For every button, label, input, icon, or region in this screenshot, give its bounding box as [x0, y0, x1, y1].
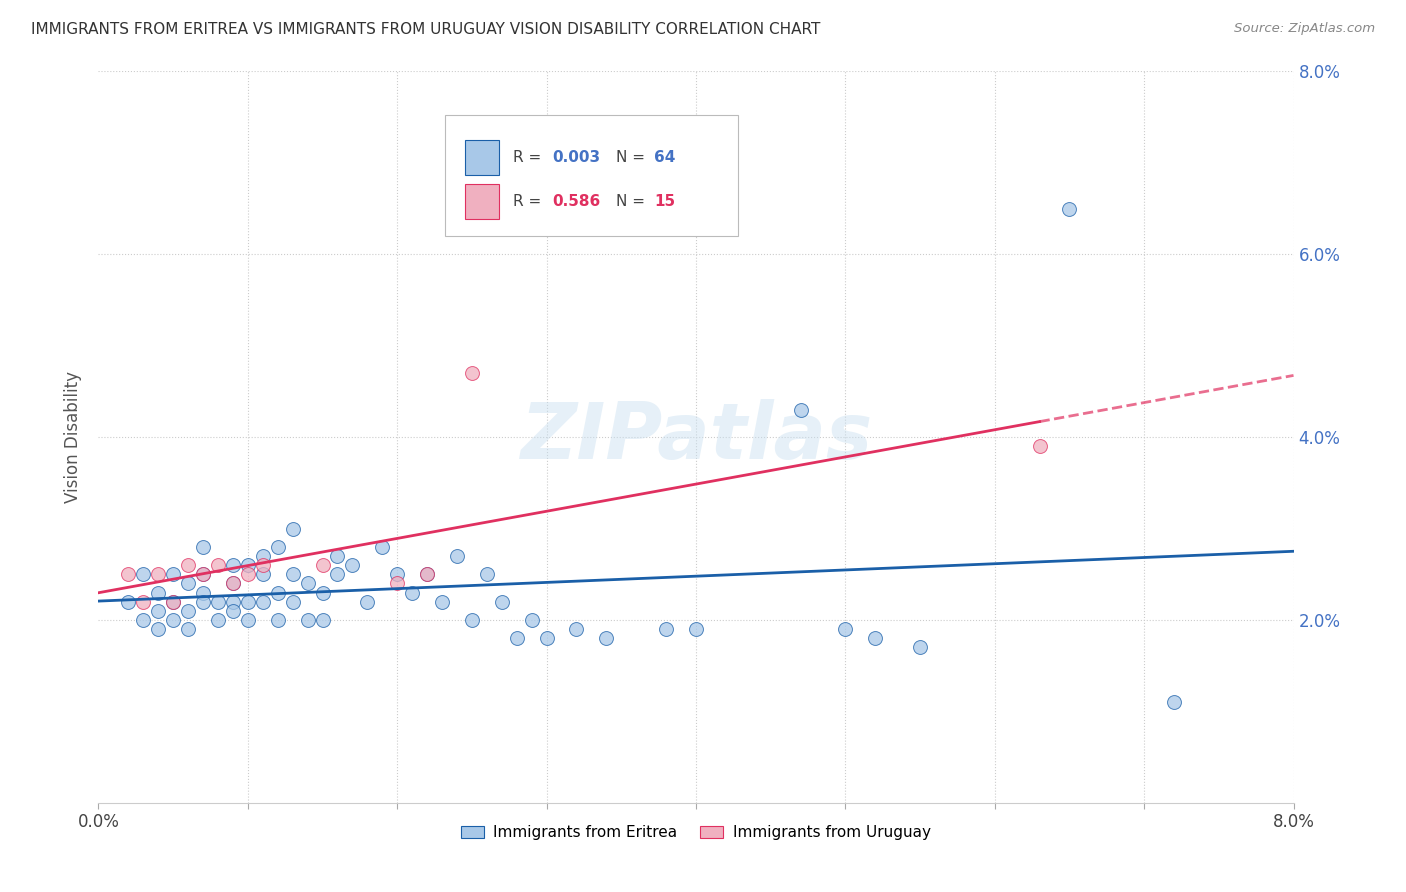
Point [236, 567, 259, 582]
Point [595, 632, 617, 646]
Text: IMMIGRANTS FROM ERITREA VS IMMIGRANTS FROM URUGUAY VISION DISABILITY CORRELATION: IMMIGRANTS FROM ERITREA VS IMMIGRANTS FR… [31, 22, 820, 37]
Point [461, 613, 484, 627]
Text: 64: 64 [654, 150, 675, 165]
Point [252, 558, 274, 573]
Text: 0.003: 0.003 [553, 150, 600, 165]
Point [401, 585, 423, 599]
Point [311, 613, 333, 627]
Point [908, 640, 931, 655]
Point [281, 521, 304, 535]
Text: 15: 15 [654, 194, 675, 209]
Text: ZIPatlas: ZIPatlas [520, 399, 872, 475]
Point [222, 604, 245, 618]
Point [565, 622, 588, 636]
Point [191, 567, 214, 582]
Point [356, 595, 378, 609]
Point [132, 613, 155, 627]
Point [297, 613, 319, 627]
Point [281, 595, 304, 609]
Point [834, 622, 856, 636]
Point [311, 558, 333, 573]
Point [162, 567, 184, 582]
Point [326, 567, 349, 582]
Text: R =: R = [513, 150, 547, 165]
Point [177, 604, 200, 618]
Point [491, 595, 513, 609]
Point [207, 558, 229, 573]
Point [177, 558, 200, 573]
Point [297, 576, 319, 591]
Point [446, 549, 468, 563]
Point [342, 558, 364, 573]
Point [326, 549, 349, 563]
Point [461, 366, 484, 380]
Point [148, 585, 170, 599]
Text: R =: R = [513, 194, 547, 209]
Point [267, 585, 290, 599]
Point [222, 595, 245, 609]
Point [132, 567, 155, 582]
Point [1059, 202, 1081, 216]
Point [655, 622, 678, 636]
Point [236, 595, 259, 609]
Point [430, 595, 453, 609]
Point [865, 632, 887, 646]
Point [416, 567, 439, 582]
Point [475, 567, 498, 582]
Point [162, 595, 184, 609]
Text: N =: N = [616, 150, 650, 165]
Point [252, 567, 274, 582]
Point [117, 567, 139, 582]
Point [148, 604, 170, 618]
Point [236, 613, 259, 627]
Point [385, 567, 409, 582]
Point [416, 567, 439, 582]
Point [177, 622, 200, 636]
Point [222, 576, 245, 591]
Point [1163, 695, 1185, 709]
Point [117, 595, 139, 609]
Point [191, 540, 214, 554]
Point [520, 613, 543, 627]
Point [371, 540, 394, 554]
Point [685, 622, 707, 636]
Point [132, 595, 155, 609]
Point [252, 549, 274, 563]
Point [267, 613, 290, 627]
Legend: Immigrants from Eritrea, Immigrants from Uruguay: Immigrants from Eritrea, Immigrants from… [456, 819, 936, 847]
Text: Source: ZipAtlas.com: Source: ZipAtlas.com [1234, 22, 1375, 36]
Point [207, 595, 229, 609]
Point [162, 595, 184, 609]
Point [267, 540, 290, 554]
Point [236, 558, 259, 573]
Point [385, 576, 409, 591]
Point [177, 576, 200, 591]
Point [207, 613, 229, 627]
Y-axis label: Vision Disability: Vision Disability [65, 371, 83, 503]
FancyBboxPatch shape [465, 140, 499, 175]
FancyBboxPatch shape [446, 115, 738, 235]
Point [148, 622, 170, 636]
Point [252, 595, 274, 609]
Point [191, 595, 214, 609]
FancyBboxPatch shape [465, 184, 499, 219]
Text: 0.586: 0.586 [553, 194, 600, 209]
Point [311, 585, 333, 599]
Point [191, 567, 214, 582]
Point [1028, 439, 1050, 453]
Point [162, 613, 184, 627]
Point [222, 576, 245, 591]
Point [148, 567, 170, 582]
Point [281, 567, 304, 582]
Point [222, 558, 245, 573]
Point [536, 632, 558, 646]
Point [789, 402, 811, 417]
Text: N =: N = [616, 194, 650, 209]
Point [506, 632, 529, 646]
Point [191, 585, 214, 599]
